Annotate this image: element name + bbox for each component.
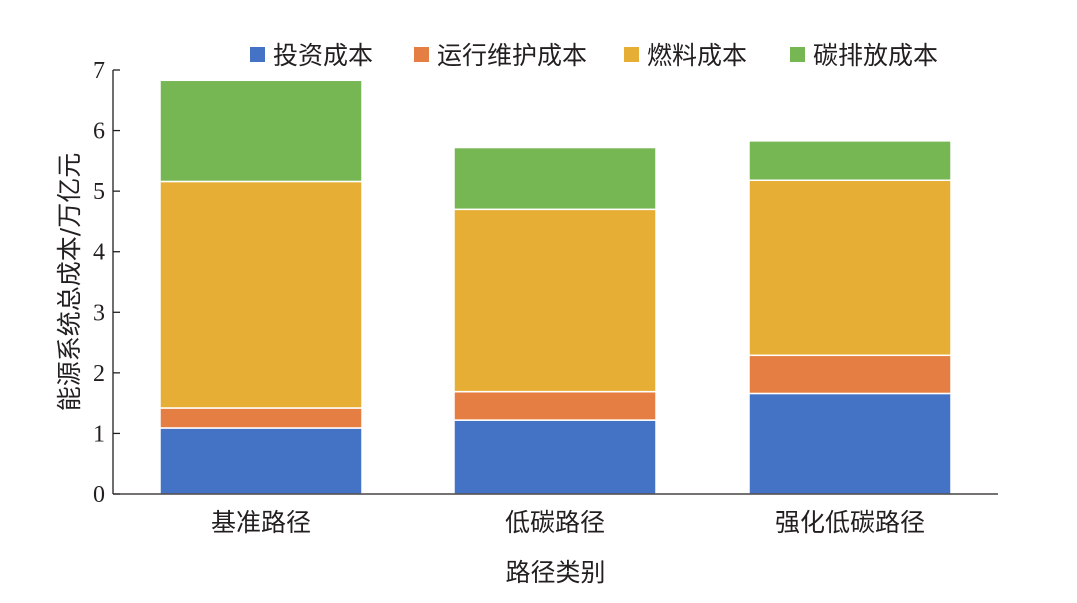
bar-segment xyxy=(159,427,363,495)
bar-stack xyxy=(453,146,657,495)
bar-segment xyxy=(159,180,363,409)
y-tick-label: 6 xyxy=(93,119,105,145)
legend-swatch xyxy=(790,47,805,62)
y-tick-label: 5 xyxy=(93,179,105,205)
x-tick-label: 强化低碳路径 xyxy=(775,508,925,537)
legend-swatch xyxy=(414,47,429,62)
bar-segment xyxy=(453,419,657,495)
legend-swatch xyxy=(624,47,639,62)
bar-segment xyxy=(453,390,657,421)
y-axis-label: 能源系统总成本/万亿元 xyxy=(55,153,84,411)
legend-label: 碳排放成本 xyxy=(813,41,938,70)
legend-label: 燃料成本 xyxy=(647,41,747,70)
legend-label: 运行维护成本 xyxy=(437,41,587,70)
bar-segment xyxy=(453,208,657,393)
legend-item: 燃料成本 xyxy=(624,41,747,70)
legend: 投资成本 运行维护成本 燃料成本 碳排放成本 xyxy=(250,41,938,70)
y-tick-label: 3 xyxy=(93,300,105,326)
y-tick-label: 1 xyxy=(93,421,105,447)
bar-stack xyxy=(748,140,952,495)
axes-layer: 0 1 2 3 4 5 6 7 基准路径 低碳路径 强化低碳路径 xyxy=(93,58,998,537)
x-tick-label: 低碳路径 xyxy=(505,508,605,537)
legend-item: 投资成本 xyxy=(250,41,373,70)
bar-segment xyxy=(748,354,952,395)
bars-layer xyxy=(159,79,952,495)
legend-item: 碳排放成本 xyxy=(790,41,938,70)
bar-stack xyxy=(159,79,363,495)
legend-item: 运行维护成本 xyxy=(414,41,587,70)
bar-segment xyxy=(159,407,363,429)
bar-segment xyxy=(748,140,952,181)
y-tick-label: 0 xyxy=(93,482,105,508)
legend-label: 投资成本 xyxy=(273,41,373,70)
y-tick-label: 4 xyxy=(93,240,105,266)
x-axis-label: 路径类别 xyxy=(505,558,605,587)
x-tick-label: 基准路径 xyxy=(211,508,311,537)
legend-swatch xyxy=(250,47,265,62)
bar-segment xyxy=(748,392,952,495)
bar-segment xyxy=(159,79,363,183)
y-tick-label: 2 xyxy=(93,361,105,387)
bar-segment xyxy=(748,179,952,357)
y-tick-label: 7 xyxy=(93,58,105,84)
bar-segment xyxy=(453,146,657,211)
